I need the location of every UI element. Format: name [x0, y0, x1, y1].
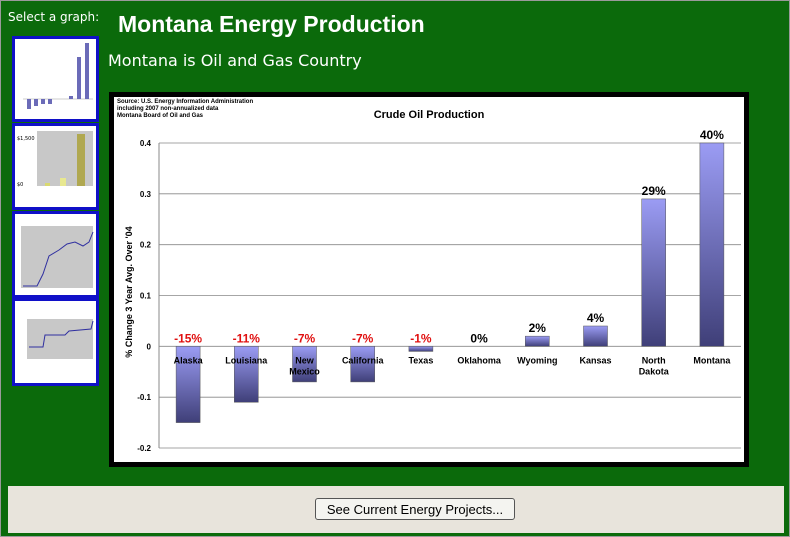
- thumbnail-line-chart[interactable]: [12, 211, 99, 298]
- page-title: Montana Energy Production: [118, 11, 425, 37]
- data-label: -11%: [233, 331, 261, 345]
- bar: [234, 346, 259, 403]
- data-label: 0%: [470, 331, 488, 345]
- see-energy-projects-button[interactable]: See Current Energy Projects...: [315, 498, 515, 520]
- x-tick-label: Alaska: [174, 355, 204, 365]
- data-label: -7%: [352, 331, 374, 345]
- svg-text:$1,500: $1,500: [17, 136, 35, 142]
- y-tick-label: 0.2: [140, 241, 152, 250]
- y-tick-label: -0.2: [137, 444, 151, 453]
- data-label: 40%: [700, 128, 724, 142]
- bar: [699, 142, 725, 347]
- crude-oil-chart: Source: U.S. Energy Information Administ…: [114, 97, 744, 462]
- y-tick-label: 0.3: [140, 190, 152, 199]
- x-tick-label: North: [642, 355, 666, 365]
- y-tick-label: 0.1: [140, 292, 152, 301]
- page-subtitle: Montana is Oil and Gas Country: [108, 51, 362, 70]
- chart-plot: 0.4 0.3 0.2 0.1 0 -0.1 -0.2 -15% Alaska -11% Louis…: [137, 128, 741, 453]
- x-tick-label: Wyoming: [517, 355, 557, 365]
- bar: [175, 346, 201, 423]
- bar: [583, 325, 608, 347]
- bar: [292, 346, 317, 383]
- chart-title: Crude Oil Production: [373, 109, 485, 121]
- x-tick-label: Kansas: [579, 355, 611, 365]
- data-label: 4%: [587, 311, 605, 325]
- bar: [350, 346, 375, 383]
- x-tick-label: California: [342, 355, 385, 365]
- y-tick-label: 0.4: [140, 139, 152, 148]
- source-note: Source: U.S. Energy Information Administ…: [117, 99, 254, 105]
- x-tick-label: Dakota: [639, 366, 670, 376]
- bar: [525, 335, 550, 347]
- chart-frame: Source: U.S. Energy Information Administ…: [109, 92, 749, 467]
- x-tick-label: Louisiana: [225, 355, 268, 365]
- x-tick-label: Mexico: [289, 366, 320, 376]
- source-note: Montana Board of Oil and Gas: [117, 113, 204, 119]
- thumbnail-crude-oil[interactable]: [12, 36, 99, 122]
- source-note: including 2007 non-annualized data: [117, 106, 219, 112]
- bar: [641, 198, 666, 347]
- y-tick-label: 0: [147, 342, 152, 351]
- x-tick-label: Montana: [693, 355, 731, 365]
- footer-bar: See Current Energy Projects...: [8, 486, 784, 533]
- x-tick-label: New: [295, 355, 315, 365]
- x-tick-label: Texas: [408, 355, 433, 365]
- data-label: -15%: [174, 331, 202, 345]
- data-label: 29%: [642, 184, 666, 198]
- data-label: -7%: [294, 331, 316, 345]
- svg-text:$0: $0: [17, 182, 23, 188]
- y-tick-label: -0.1: [137, 393, 151, 402]
- x-tick-label: Oklahoma: [457, 355, 502, 365]
- thumbnail-energy-bar[interactable]: $1,500 $0: [12, 123, 99, 210]
- select-graph-label: Select a graph:: [8, 10, 100, 24]
- data-label: 2%: [529, 321, 547, 335]
- data-label: -1%: [410, 331, 432, 345]
- thumbnail-line-chart-2[interactable]: [12, 298, 99, 386]
- bar: [408, 346, 434, 352]
